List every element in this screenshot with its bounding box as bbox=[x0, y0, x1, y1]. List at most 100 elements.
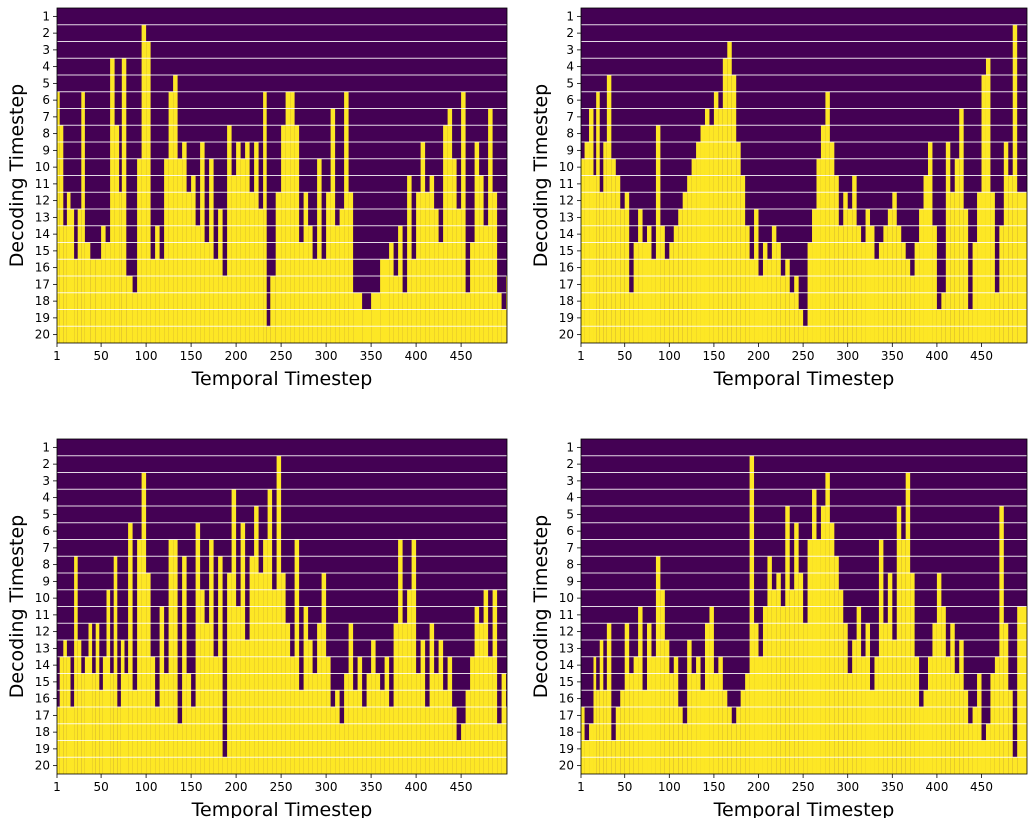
y-tick-label: 2 bbox=[566, 457, 574, 471]
decoded-column bbox=[771, 589, 777, 774]
y-tick-label: 14 bbox=[559, 227, 574, 241]
decoded-column bbox=[393, 623, 399, 774]
x-tick-label: 1 bbox=[53, 349, 61, 363]
y-tick-label: 7 bbox=[566, 110, 574, 124]
x-tick-label: 400 bbox=[925, 349, 948, 363]
x-tick-label: 200 bbox=[747, 780, 770, 794]
x-tick-label: 450 bbox=[450, 349, 473, 363]
decoded-column bbox=[102, 656, 107, 774]
y-tick-label: 5 bbox=[42, 76, 50, 90]
y-tick-label: 2 bbox=[566, 26, 574, 40]
decoded-column bbox=[651, 259, 656, 343]
decoded-column bbox=[843, 623, 848, 774]
decoded-column bbox=[700, 690, 705, 774]
decoded-column bbox=[883, 225, 888, 343]
decoded-column bbox=[999, 225, 1004, 343]
x-tick-label: 300 bbox=[315, 780, 338, 794]
decoded-column bbox=[110, 58, 115, 343]
x-tick-label: 50 bbox=[93, 780, 108, 794]
decoded-column bbox=[700, 125, 705, 343]
x-tick-label: 450 bbox=[970, 780, 993, 794]
y-tick-label: 13 bbox=[559, 210, 574, 224]
decoded-column bbox=[88, 623, 93, 774]
decoded-column bbox=[195, 225, 201, 343]
decoded-column bbox=[294, 125, 300, 343]
decoded-column bbox=[927, 656, 933, 774]
decoded-column bbox=[749, 259, 755, 343]
decoded-column bbox=[411, 259, 417, 343]
decoded-column bbox=[660, 225, 665, 343]
y-tick-label: 16 bbox=[35, 692, 50, 706]
y-tick-label: 3 bbox=[42, 474, 50, 488]
decoded-column bbox=[59, 656, 64, 774]
y-tick-label: 3 bbox=[566, 474, 574, 488]
axes-frame bbox=[56, 7, 508, 344]
decoded-column bbox=[696, 656, 701, 774]
decoded-column bbox=[452, 158, 457, 343]
y-tick-label: 19 bbox=[35, 742, 50, 756]
decoded-column bbox=[647, 225, 652, 343]
y-tick-label: 19 bbox=[35, 311, 50, 325]
decoded-column bbox=[682, 723, 688, 774]
decoded-column bbox=[492, 589, 498, 774]
decoded-column bbox=[581, 158, 585, 343]
decoded-column bbox=[985, 58, 991, 343]
decoded-column bbox=[722, 690, 728, 774]
y-tick-label: 10 bbox=[559, 160, 574, 174]
decoded-column bbox=[425, 192, 430, 343]
y-axis-label: Decoding Timestep bbox=[6, 84, 28, 267]
decoded-column bbox=[443, 690, 448, 774]
y-tick-label: 13 bbox=[35, 210, 50, 224]
decoded-column bbox=[285, 91, 291, 343]
y-tick-label: 14 bbox=[559, 658, 574, 672]
decoded-column bbox=[856, 225, 862, 343]
x-tick-label: 150 bbox=[702, 780, 725, 794]
decoded-column bbox=[407, 589, 412, 774]
decoded-column bbox=[629, 292, 634, 343]
decoded-column bbox=[335, 225, 340, 343]
decoded-column bbox=[660, 589, 665, 774]
decoded-column bbox=[106, 589, 111, 774]
decoded-column bbox=[222, 757, 228, 774]
decoded-column bbox=[606, 623, 612, 774]
decoded-column bbox=[596, 91, 600, 343]
x-tick-label: 400 bbox=[925, 780, 948, 794]
decoded-column bbox=[353, 690, 358, 774]
decoded-column bbox=[308, 225, 313, 343]
decoded-column bbox=[290, 656, 295, 774]
x-tick-label: 250 bbox=[792, 349, 815, 363]
x-tick-label: 350 bbox=[360, 349, 383, 363]
decoded-column bbox=[479, 623, 484, 774]
y-tick-label: 11 bbox=[35, 177, 50, 191]
axes-frame bbox=[56, 438, 508, 775]
decoded-column bbox=[651, 656, 656, 774]
x-axis-label: Temporal Timestep bbox=[191, 799, 373, 818]
decoded-column bbox=[213, 259, 219, 343]
decoded-column bbox=[1012, 24, 1018, 343]
decoded-column bbox=[843, 192, 848, 343]
decoded-column bbox=[312, 259, 318, 343]
y-tick-label: 3 bbox=[566, 43, 574, 57]
y-tick-label: 8 bbox=[566, 558, 574, 572]
decoded-column bbox=[749, 455, 755, 774]
decoded-column bbox=[66, 192, 71, 343]
decoded-column bbox=[718, 656, 723, 774]
decoded-column bbox=[266, 326, 271, 343]
decoded-column bbox=[380, 690, 385, 774]
x-tick-label: 250 bbox=[792, 780, 815, 794]
decoded-column bbox=[838, 589, 844, 774]
decoded-column bbox=[767, 259, 772, 343]
x-tick-label: 1 bbox=[577, 780, 585, 794]
y-tick-label: 7 bbox=[42, 110, 50, 124]
y-axis-label: Decoding Timestep bbox=[530, 515, 552, 698]
decoded-column bbox=[90, 259, 96, 343]
x-tick-label: 250 bbox=[270, 780, 293, 794]
y-tick-label: 12 bbox=[559, 194, 574, 208]
decoded-column bbox=[985, 723, 991, 774]
decoded-column bbox=[357, 656, 363, 774]
y-tick-label: 1 bbox=[566, 9, 574, 23]
decoded-column bbox=[754, 623, 759, 774]
decoded-column bbox=[159, 259, 165, 343]
